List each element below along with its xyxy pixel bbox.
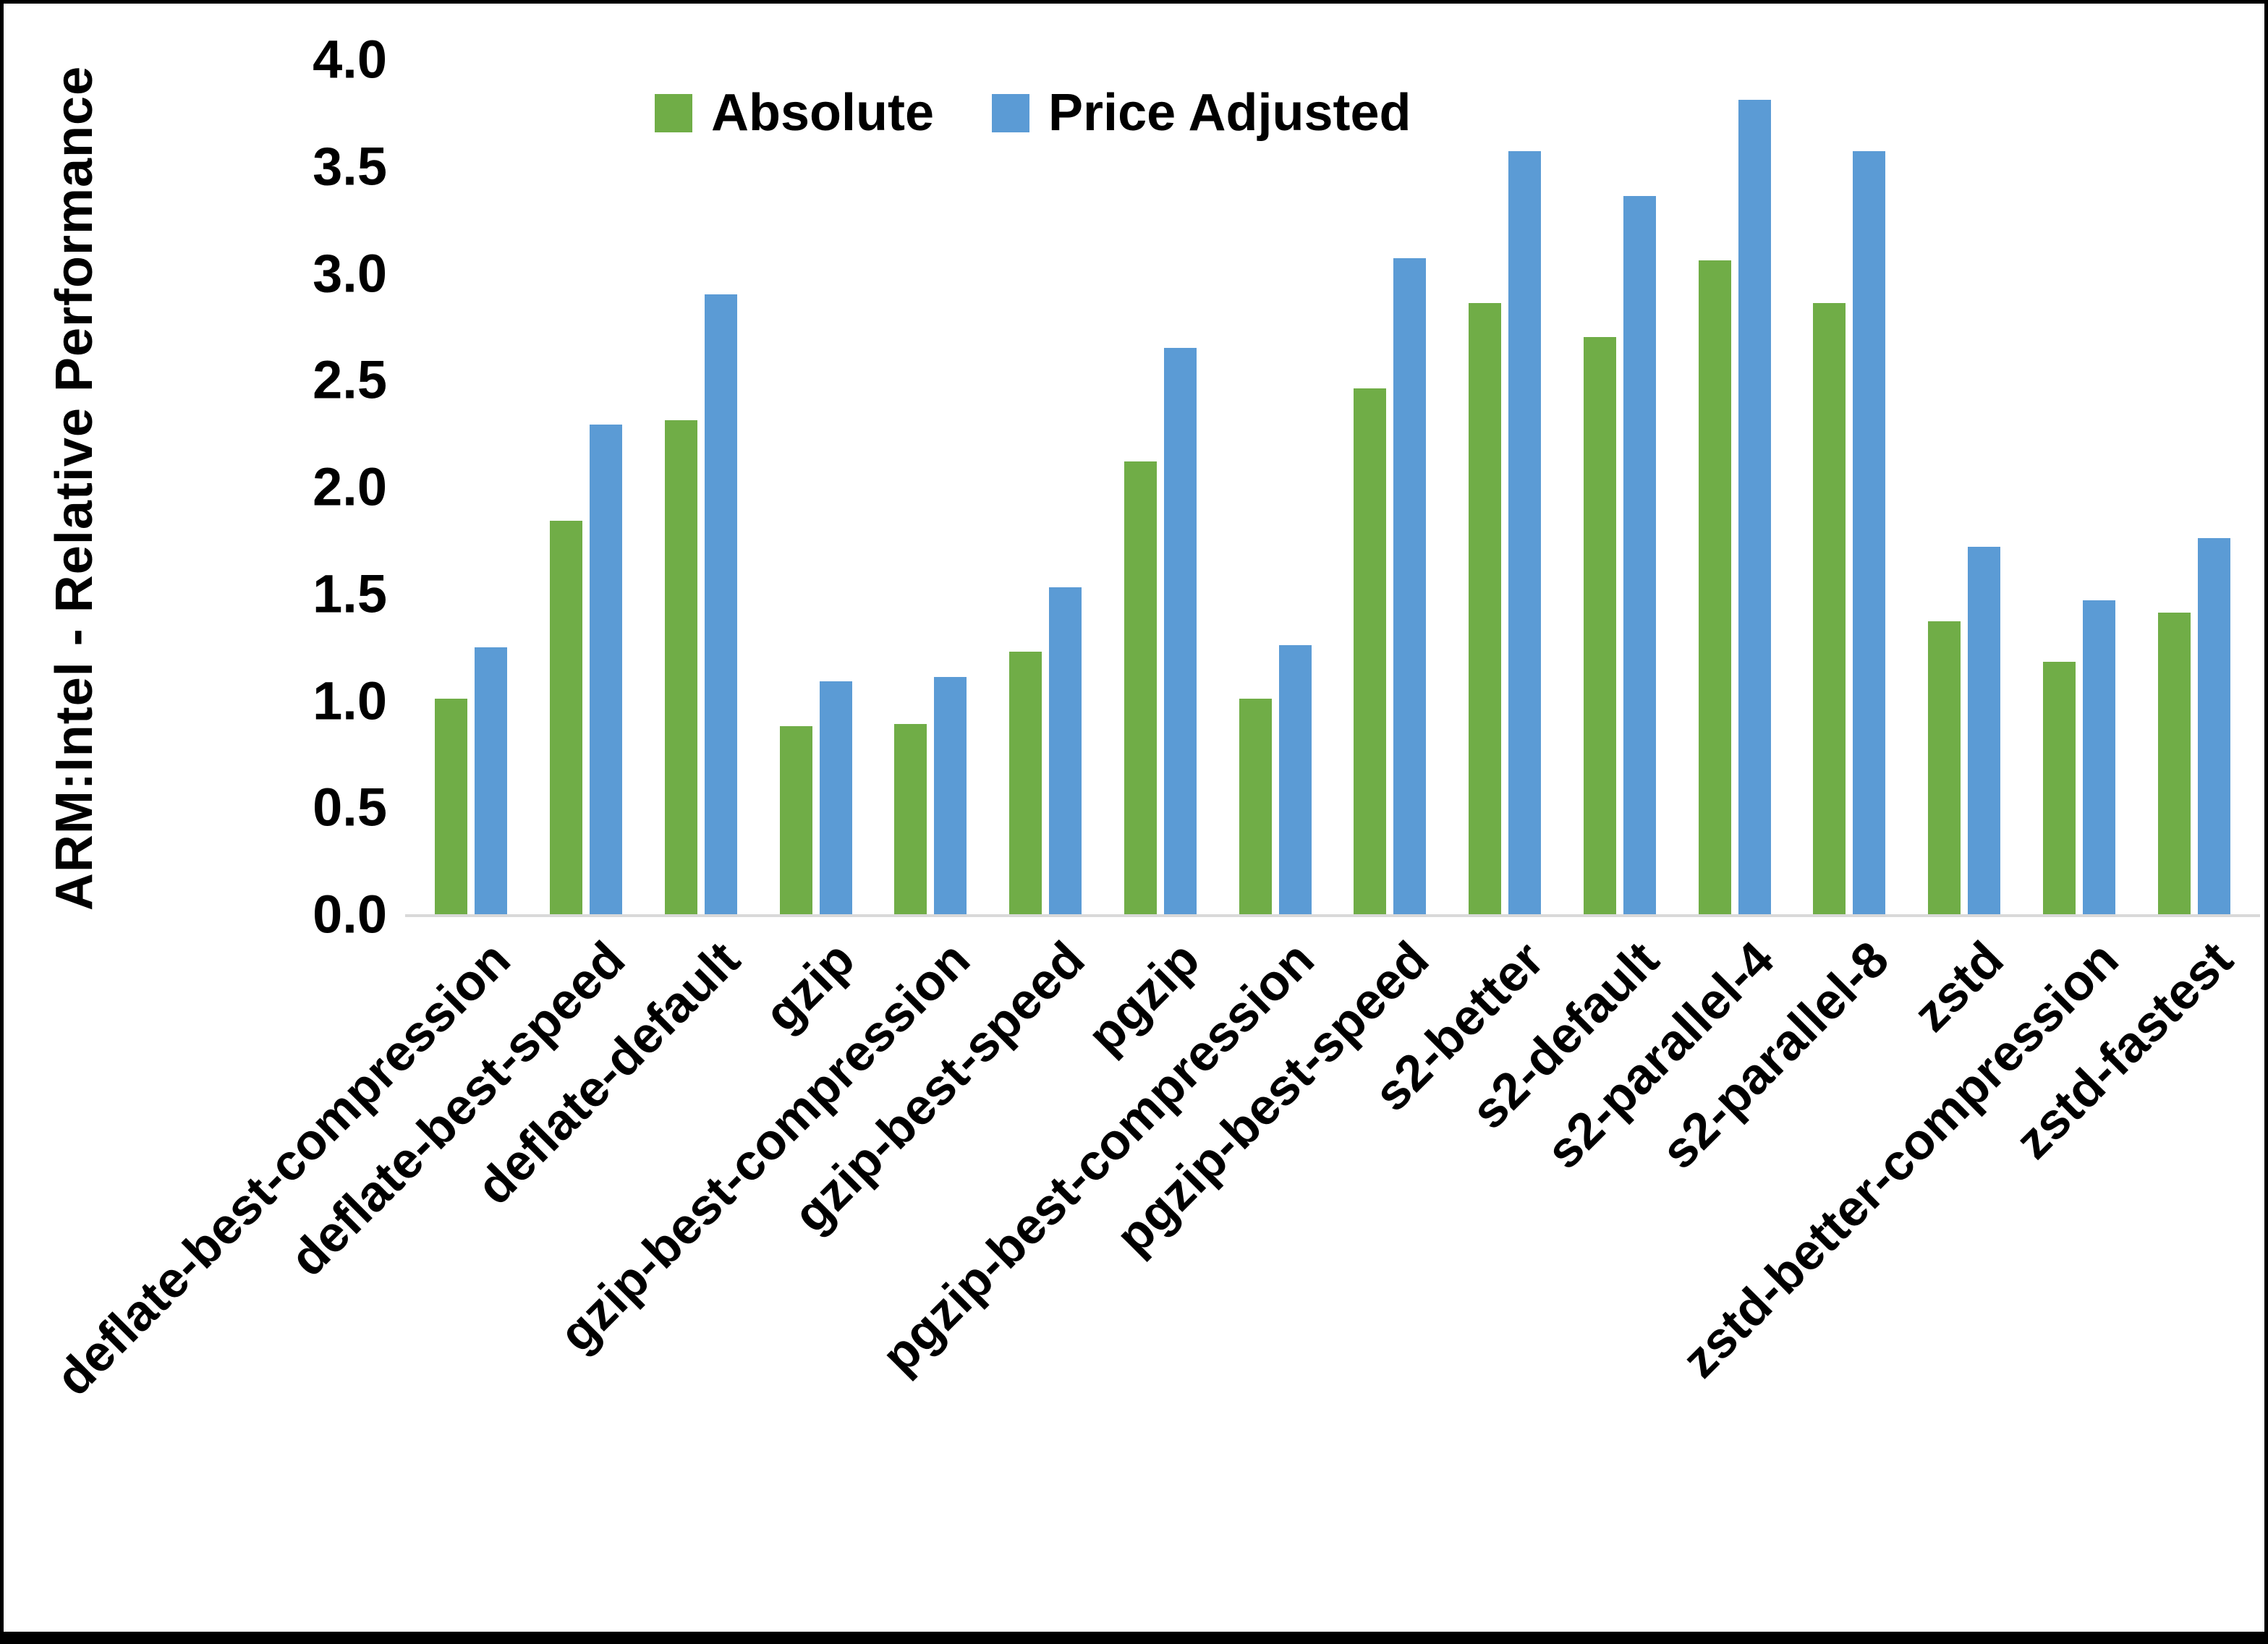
y-axis-ticks: 0.0 0.5 1.0 1.5 2.0 2.5 3.0 3.5 4.0 (4, 30, 394, 945)
bar-group: zstd-better-compression (1671, 59, 2137, 1388)
bar-absolute (2042, 662, 2076, 914)
bar-price-adjusted (1508, 151, 1542, 914)
y-tick-label: 3.0 (313, 243, 387, 303)
y-tick-label: 4.0 (313, 29, 387, 90)
x-category-label: deflate-best-compression (45, 930, 521, 1407)
bar-absolute (1583, 337, 1616, 914)
legend-swatch-icon (992, 93, 1030, 132)
bar-group: zstd-fastest (2005, 59, 2251, 1170)
bar-group: pgzip-best-compression (871, 59, 1333, 1384)
bar-price-adjusted (1968, 546, 2001, 914)
bar-absolute (1928, 621, 1961, 914)
bar-price-adjusted (1738, 100, 1771, 914)
bar-price-adjusted (1623, 196, 1656, 914)
bar-absolute (1239, 698, 1272, 914)
bar-absolute (1469, 302, 1502, 914)
bar-absolute (664, 420, 697, 914)
y-tick-label: 1.5 (313, 563, 387, 624)
bar-group: s2-parallel-8 (1650, 59, 1907, 1180)
bar-absolute (894, 724, 927, 914)
bar-group: gzip (754, 59, 873, 1042)
bar-price-adjusted (1049, 587, 1082, 914)
bar-price-adjusted (1278, 644, 1312, 914)
y-tick-label: 0.0 (313, 884, 387, 945)
legend: Absolute Price Adjusted (655, 83, 1411, 142)
bar-group: gzip-best-speed (783, 59, 1103, 1243)
bar-price-adjusted (590, 425, 623, 914)
legend-entry: Absolute (655, 83, 934, 142)
y-tick-label: 0.5 (313, 777, 387, 838)
bar-group: pgzip-best-speed (1105, 59, 1448, 1265)
y-tick-label: 1.0 (313, 670, 387, 731)
bar-group: zstd (1903, 59, 2022, 1042)
bar-price-adjusted (2197, 537, 2230, 914)
bar-absolute (1124, 461, 1157, 914)
y-tick-label: 3.5 (313, 136, 387, 197)
legend-label: Price Adjusted (1048, 84, 1411, 142)
legend-swatch-icon (655, 93, 692, 132)
bar-group: s2-default (1460, 59, 1678, 1140)
bar-price-adjusted (1853, 151, 1886, 914)
bar-price-adjusted (704, 294, 737, 914)
legend-entry: Price Adjusted (992, 83, 1411, 142)
bar-absolute (2157, 613, 2191, 914)
bar-group: deflate-default (466, 59, 759, 1215)
plot-area: deflate-best-compression deflate-best-spe… (45, 59, 2260, 1406)
bar-absolute (1813, 302, 1846, 914)
bar-absolute (1009, 651, 1042, 914)
bar-group: deflate-best-speed (279, 59, 644, 1287)
bar-price-adjusted (2082, 600, 2115, 914)
bar-absolute (550, 521, 583, 914)
bar-group: s2-better (1363, 59, 1563, 1122)
bar-price-adjusted (475, 647, 508, 914)
legend-label: Absolute (711, 84, 935, 142)
bar-absolute (1698, 260, 1731, 914)
bar-absolute (779, 725, 812, 914)
bar-group: gzip-best-compression (548, 59, 988, 1363)
bar-absolute (1354, 388, 1387, 914)
bar-group: s2-parallel-4 (1535, 59, 1792, 1180)
bar-group: pgzip (1076, 59, 1218, 1064)
bar-absolute (435, 698, 468, 914)
bar-price-adjusted (1393, 257, 1427, 914)
y-tick-label: 2.5 (313, 349, 387, 410)
y-tick-label: 2.0 (313, 456, 387, 517)
bar-price-adjusted (1163, 347, 1197, 914)
bar-price-adjusted (934, 677, 967, 914)
bar-group: deflate-best-compression (45, 59, 529, 1406)
bar-price-adjusted (819, 681, 852, 914)
